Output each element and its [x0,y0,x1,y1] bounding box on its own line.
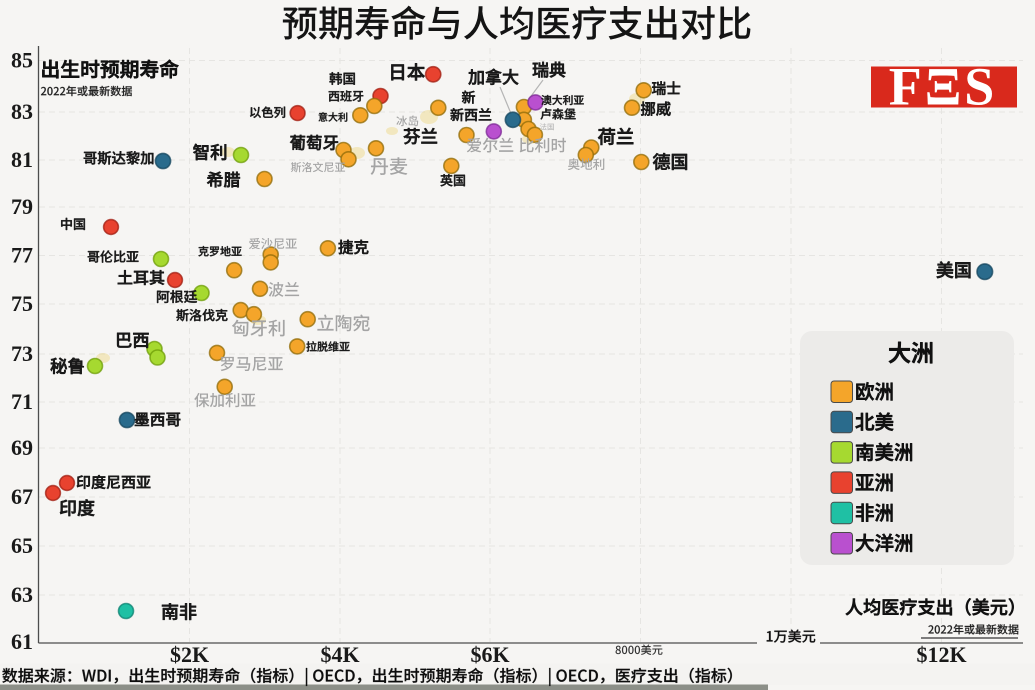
svg-text:81: 81 [11,147,33,172]
svg-text:73: 73 [11,341,33,366]
svg-text:85: 85 [11,48,33,73]
svg-text:75: 75 [11,291,33,316]
svg-text:79: 79 [11,194,33,219]
svg-text:FΞS: FΞS [889,57,998,117]
svg-text:65: 65 [11,533,33,558]
svg-text:$6K: $6K [470,642,509,667]
svg-text:61: 61 [11,629,33,654]
svg-text:71: 71 [11,389,33,414]
svg-text:$2K: $2K [170,642,209,667]
svg-text:63: 63 [11,582,33,607]
svg-text:$4K: $4K [320,642,359,667]
svg-text:83: 83 [11,99,33,124]
svg-text:69: 69 [11,435,33,460]
svg-text:$12K: $12K [916,642,966,667]
svg-text:77: 77 [11,243,33,268]
svg-text:67: 67 [11,484,33,509]
